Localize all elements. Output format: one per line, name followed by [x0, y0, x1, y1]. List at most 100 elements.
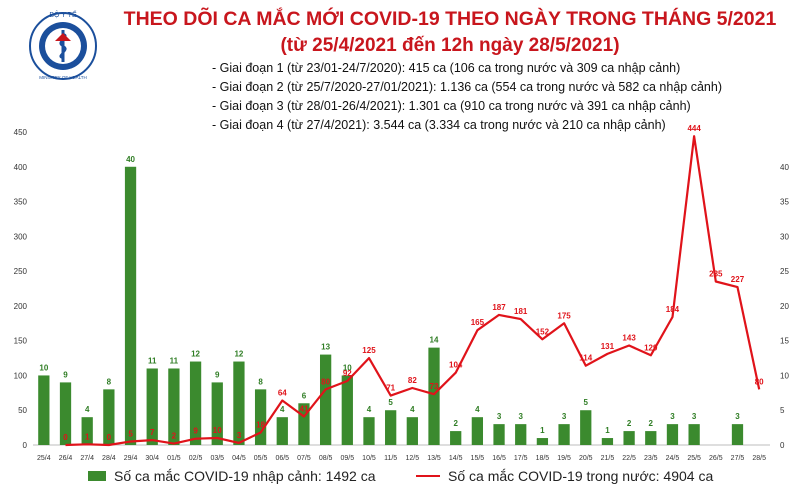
- bar-data-label: 13: [321, 343, 330, 352]
- bar-imported: [601, 438, 614, 445]
- bar-data-label: 4: [410, 405, 415, 414]
- line-data-label: 64: [278, 388, 287, 397]
- line-data-label: 184: [666, 305, 680, 314]
- bar-imported: [450, 431, 462, 445]
- legend-item-imported: Số ca mắc COVID-19 nhập cảnh: 1492 ca: [88, 468, 375, 484]
- bar-data-label: 3: [692, 412, 697, 421]
- x-tick-label: 11/5: [384, 455, 397, 462]
- bar-data-label: 2: [627, 419, 632, 428]
- bar-imported: [493, 424, 505, 445]
- x-tick-label: 14/5: [449, 455, 463, 462]
- bar-imported: [81, 417, 93, 445]
- y-left-tick-label: 350: [14, 198, 28, 207]
- line-data-label: 80: [755, 377, 764, 386]
- bar-data-label: 11: [170, 356, 179, 365]
- y-right-tick-label: 25: [780, 267, 789, 276]
- x-tick-label: 16/5: [492, 455, 506, 462]
- bar-imported: [363, 417, 375, 445]
- bar-data-label: 5: [584, 398, 589, 407]
- bar-data-label: 9: [63, 370, 68, 379]
- line-data-label: 152: [536, 327, 550, 336]
- line-data-label: 41: [300, 404, 309, 413]
- line-data-label: 187: [492, 303, 506, 312]
- bar-data-label: 40: [126, 155, 135, 164]
- x-tick-label: 08/5: [319, 455, 333, 462]
- bar-data-label: 2: [453, 419, 458, 428]
- bar-imported: [254, 389, 267, 445]
- line-data-label: 143: [622, 334, 636, 343]
- bar-imported: [146, 368, 158, 445]
- y-right-tick-label: 10: [780, 371, 789, 380]
- line-data-label: 444: [687, 124, 701, 133]
- bar-data-label: 3: [562, 412, 567, 421]
- bar-data-label: 14: [430, 336, 439, 345]
- x-tick-label: 29/4: [124, 455, 138, 462]
- logo-top-text: BỘ Y TẾ: [49, 9, 77, 19]
- line-data-label: 227: [731, 275, 745, 284]
- x-tick-label: 19/5: [557, 455, 571, 462]
- bar-data-label: 5: [388, 398, 393, 407]
- bar-imported: [124, 166, 137, 445]
- x-tick-label: 27/5: [731, 455, 745, 462]
- logo-bottom-text: MINISTRY OF HEALTH: [39, 75, 87, 80]
- bar-data-label: 3: [735, 412, 740, 421]
- line-data-label: 80: [321, 377, 330, 386]
- bar-imported: [276, 417, 288, 445]
- x-tick-label: 26/5: [709, 455, 723, 462]
- line-data-label: 3: [237, 431, 242, 440]
- line-data-label: 1: [85, 432, 90, 441]
- x-tick-label: 17/5: [514, 455, 528, 462]
- x-tick-label: 05/5: [254, 455, 268, 462]
- bar-data-label: 8: [258, 377, 263, 386]
- y-right-tick-label: 5: [780, 406, 785, 415]
- bar-data-label: 4: [85, 405, 90, 414]
- bar-imported: [189, 361, 202, 445]
- line-data-label: 7: [150, 428, 155, 437]
- x-tick-label: 18/5: [536, 455, 550, 462]
- x-tick-label: 03/5: [210, 455, 224, 462]
- line-domestic: [65, 135, 761, 447]
- bar-data-label: 4: [367, 405, 372, 414]
- x-tick-label: 01/5: [167, 455, 181, 462]
- bar-data-label: 1: [540, 426, 545, 435]
- bar-data-label: 12: [234, 350, 243, 359]
- line-data-label: 10: [213, 426, 222, 435]
- line-data-label: 165: [471, 318, 485, 327]
- bar-data-label: 3: [670, 412, 675, 421]
- bar-imported: [385, 410, 397, 445]
- x-tick-label: 12/5: [406, 455, 420, 462]
- line-data-label: 129: [644, 343, 658, 352]
- y-left-tick-label: 250: [14, 267, 28, 276]
- x-tick-label: 28/4: [102, 455, 116, 462]
- bar-data-label: 8: [107, 377, 112, 386]
- bar-imported: [406, 417, 418, 445]
- y-left-tick-label: 150: [14, 337, 28, 346]
- line-data-label: 131: [601, 342, 615, 351]
- y-right-tick-label: 15: [780, 337, 789, 346]
- line-data-label: 2: [172, 432, 177, 441]
- x-tick-label: 21/5: [601, 455, 615, 462]
- x-tick-label: 23/5: [644, 455, 658, 462]
- bar-imported: [319, 354, 332, 445]
- x-tick-label: 25/4: [37, 455, 51, 462]
- line-data-label: 175: [557, 311, 571, 320]
- line-data-label: 104: [449, 361, 463, 370]
- y-left-tick-label: 100: [14, 371, 28, 380]
- bar-imported: [211, 382, 223, 445]
- bar-imported: [688, 424, 700, 445]
- line-data-label: 18: [256, 420, 265, 429]
- bar-imported: [558, 424, 570, 445]
- y-left-tick-label: 50: [18, 406, 27, 415]
- legend-item-domestic: Số ca mắc COVID-19 trong nước: 4904 ca: [416, 468, 713, 484]
- bar-data-label: 12: [191, 350, 200, 359]
- bar-imported: [103, 389, 115, 445]
- line-data-label: 114: [579, 354, 592, 363]
- legend-label-domestic: Số ca mắc COVID-19 trong nước: 4904 ca: [448, 468, 714, 484]
- y-right-tick-label: 0: [780, 441, 785, 450]
- line-data-label: 125: [362, 346, 376, 355]
- bar-imported: [731, 424, 744, 445]
- line-data-label: 5: [128, 430, 133, 439]
- legend-line-swatch: [416, 475, 440, 477]
- phase-notes: - Giai đoạn 1 (từ 23/01-24/7/2020): 415 …: [212, 59, 722, 135]
